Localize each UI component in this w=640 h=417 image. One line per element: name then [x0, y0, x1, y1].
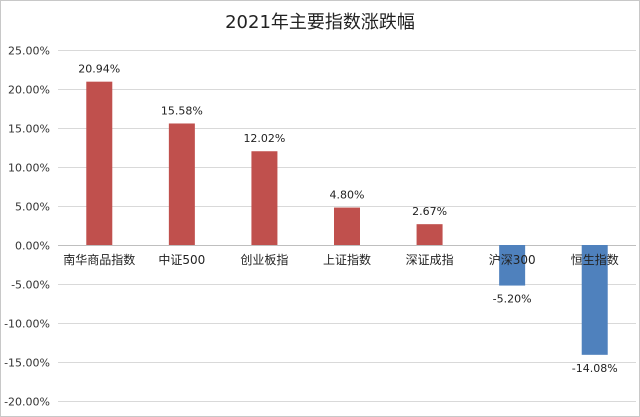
- category-label: 中证500: [158, 252, 205, 267]
- x-axis-categories: 南华商品指数 中证500 创业板指 上证指数 深证成指 沪深300 恒生指数: [63, 252, 618, 267]
- category-label: 深证成指: [406, 252, 454, 267]
- bar: [86, 81, 113, 245]
- category-label: 南华商品指数: [63, 252, 135, 267]
- y-tick-label: 5.00%: [15, 201, 50, 214]
- y-tick-label: 15.00%: [8, 123, 50, 136]
- y-tick-label: -5.00%: [11, 279, 50, 292]
- chart-title: 2021年主要指数涨跌幅: [225, 12, 415, 33]
- bar: [251, 151, 278, 245]
- data-label: -5.20%: [493, 293, 532, 306]
- y-tick-label: 0.00%: [15, 240, 50, 253]
- gridlines: [58, 50, 636, 402]
- data-label: -14.08%: [572, 362, 618, 375]
- bar: [499, 245, 526, 286]
- y-tick-label: 25.00%: [8, 45, 50, 58]
- y-tick-label: 20.00%: [8, 84, 50, 97]
- data-label: 4.80%: [330, 189, 365, 202]
- bar: [168, 123, 195, 245]
- bars: [86, 81, 608, 355]
- category-label: 沪深300: [489, 253, 536, 267]
- bar: [334, 207, 360, 245]
- y-tick-label: -10.00%: [4, 318, 50, 331]
- y-tick-label: -20.00%: [4, 396, 50, 409]
- y-axis-ticks: 25.00% 20.00% 15.00% 10.00% 5.00% 0.00% -5.00%…: [4, 45, 50, 409]
- data-labels: 20.94% 15.58% 12.02% 4.80% 2.67% -5.20% -14.08…: [78, 63, 617, 375]
- data-label: 2.67%: [412, 205, 447, 218]
- category-label: 上证指数: [323, 252, 371, 267]
- data-label: 12.02%: [243, 132, 285, 145]
- data-label: 15.58%: [161, 104, 203, 117]
- category-label: 恒生指数: [571, 252, 619, 267]
- data-label: 20.94%: [78, 63, 120, 76]
- bar: [416, 224, 443, 245]
- y-tick-label: -15.00%: [4, 357, 50, 370]
- bar: [581, 245, 608, 355]
- y-tick-label: 10.00%: [8, 162, 50, 175]
- category-label: 创业板指: [240, 252, 288, 267]
